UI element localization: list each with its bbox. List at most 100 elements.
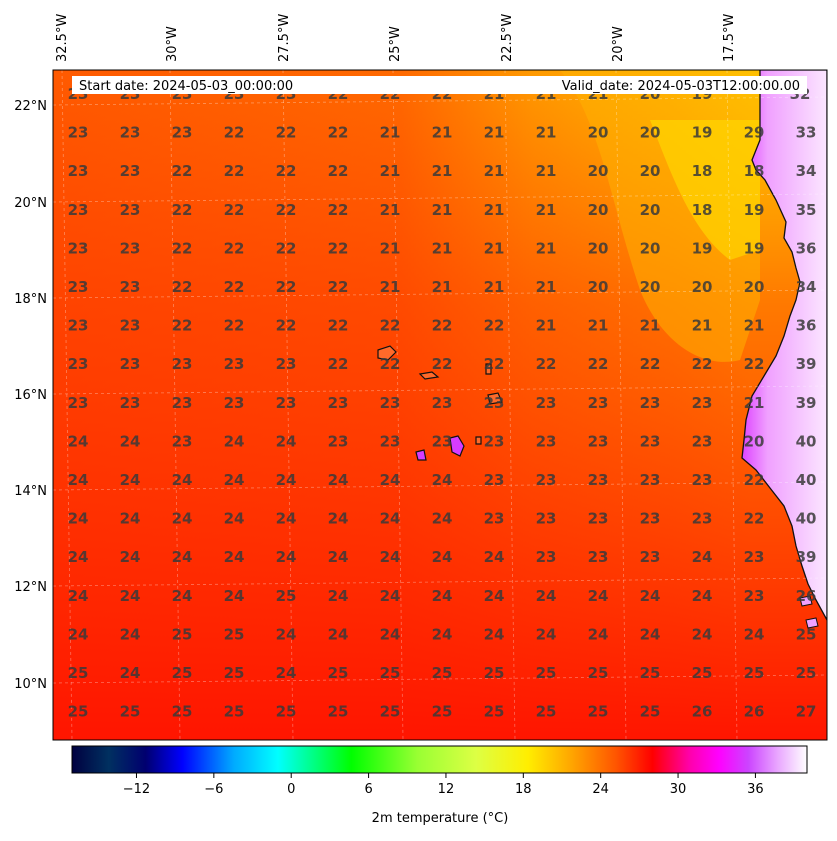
grid-value-label: 24 bbox=[328, 625, 349, 643]
grid-value-label: 21 bbox=[484, 201, 505, 219]
latitude-label: 12°N bbox=[14, 580, 47, 595]
grid-value-label: 24 bbox=[432, 548, 453, 566]
grid-value-label: 22 bbox=[380, 317, 401, 335]
grid-value-label: 24 bbox=[432, 587, 453, 605]
grid-value-label: 22 bbox=[432, 317, 453, 335]
grid-value-label: 21 bbox=[380, 201, 401, 219]
grid-value-label: 21 bbox=[432, 162, 453, 180]
grid-value-label: 20 bbox=[640, 201, 661, 219]
graticule-meridian bbox=[615, 70, 627, 740]
grid-value-label: 19 bbox=[692, 239, 713, 257]
grid-value-label: 20 bbox=[744, 432, 765, 450]
header-box bbox=[72, 76, 807, 94]
island-santo-antao bbox=[377, 345, 397, 361]
grid-value-label: 24 bbox=[172, 471, 193, 489]
latitude-labels: 22°N 20°N 18°N 16°N 14°N 12°N 10°N bbox=[14, 99, 47, 692]
longitude-label: 20°W bbox=[611, 26, 626, 62]
grid-value-label: 33 bbox=[796, 124, 817, 142]
grid-value-label: 24 bbox=[68, 471, 89, 489]
grid-value-label: 25 bbox=[588, 664, 609, 682]
colorbar-tick-label: 18 bbox=[515, 782, 532, 797]
grid-value-label: 25 bbox=[536, 664, 557, 682]
island-boa-vista bbox=[487, 392, 503, 405]
grid-value-label: 26 bbox=[744, 703, 765, 721]
coldest-zone bbox=[650, 120, 760, 260]
colorbar-tick-label: 0 bbox=[287, 782, 295, 797]
grid-value-label: 25 bbox=[536, 703, 557, 721]
grid-value-label: 23 bbox=[328, 432, 349, 450]
grid-value-label: 24 bbox=[68, 548, 89, 566]
colorbar-tick-label: 36 bbox=[747, 782, 764, 797]
graticule-meridian bbox=[726, 70, 738, 740]
grid-value-label: 22 bbox=[276, 239, 297, 257]
grid-value-label: 24 bbox=[484, 625, 505, 643]
longitude-label: 27.5°W bbox=[277, 14, 292, 62]
grid-value-label: 24 bbox=[172, 587, 193, 605]
grid-value-label: 22 bbox=[172, 317, 193, 335]
grid-value-label: 25 bbox=[692, 664, 713, 682]
grid-value-label: 23 bbox=[536, 510, 557, 528]
grid-value-label: 21 bbox=[536, 162, 557, 180]
grid-value-label: 24 bbox=[276, 471, 297, 489]
grid-value-label: 25 bbox=[380, 664, 401, 682]
grid-value-label: 23 bbox=[120, 317, 141, 335]
grid-value-label: 22 bbox=[744, 510, 765, 528]
grid-value-label: 21 bbox=[744, 394, 765, 412]
island-sao-nicolau bbox=[418, 371, 440, 380]
grid-value-label: 20 bbox=[640, 162, 661, 180]
grid-value-label: 27 bbox=[796, 703, 817, 721]
grid-value-label: 21 bbox=[484, 278, 505, 296]
grid-value-label: 24 bbox=[68, 510, 89, 528]
grid-value-label: 23 bbox=[484, 394, 505, 412]
grid-value-label: 40 bbox=[796, 432, 817, 450]
grid-value-label: 24 bbox=[120, 664, 141, 682]
grid-value-label: 23 bbox=[640, 432, 661, 450]
grid-value-label: 24 bbox=[484, 587, 505, 605]
grid-value-label: 25 bbox=[224, 625, 245, 643]
latitude-label: 16°N bbox=[14, 388, 47, 403]
grid-value-label: 36 bbox=[796, 317, 817, 335]
bijagos-island-1 bbox=[799, 595, 813, 607]
bijagos-island-2 bbox=[805, 617, 819, 629]
grid-value-label: 25 bbox=[796, 625, 817, 643]
longitude-label: 25°W bbox=[388, 26, 403, 62]
grid-value-label: 22 bbox=[640, 355, 661, 373]
grid-value-label: 21 bbox=[484, 124, 505, 142]
grid-value-label: 25 bbox=[276, 703, 297, 721]
grid-value-label: 24 bbox=[276, 548, 297, 566]
grid-value-label: 22 bbox=[224, 239, 245, 257]
colorbar-label: 2m temperature (°C) bbox=[372, 811, 509, 826]
longitude-label: 22.5°W bbox=[500, 14, 515, 62]
grid-value-label: 20 bbox=[744, 278, 765, 296]
colorbar-tick-label: 30 bbox=[670, 782, 687, 797]
grid-value-label: 23 bbox=[432, 432, 453, 450]
grid-value-label: 25 bbox=[432, 703, 453, 721]
grid-value-label: 24 bbox=[640, 587, 661, 605]
grid-value-label: 23 bbox=[276, 394, 297, 412]
grid-value-label: 23 bbox=[120, 201, 141, 219]
grid-value-label: 22 bbox=[432, 355, 453, 373]
grid-value-label: 22 bbox=[484, 355, 505, 373]
grid-value-label: 22 bbox=[380, 355, 401, 373]
grid-value-label: 24 bbox=[120, 587, 141, 605]
colorbar-tick-label: −6 bbox=[204, 782, 223, 797]
colorbar-tick-label: 6 bbox=[364, 782, 372, 797]
grid-value-label: 24 bbox=[640, 625, 661, 643]
grid-value-label: 25 bbox=[796, 664, 817, 682]
grid-value-label: 21 bbox=[588, 317, 609, 335]
grid-value-label: 22 bbox=[328, 201, 349, 219]
grid-value-label: 22 bbox=[172, 239, 193, 257]
grid-value-label: 20 bbox=[588, 201, 609, 219]
grid-value-label: 24 bbox=[328, 548, 349, 566]
grid-value-label: 23 bbox=[120, 124, 141, 142]
grid-value-label: 24 bbox=[432, 625, 453, 643]
grid-value-label: 26 bbox=[692, 703, 713, 721]
grid-value-label: 25 bbox=[172, 664, 193, 682]
grid-value-label: 21 bbox=[536, 239, 557, 257]
latitude-label: 10°N bbox=[14, 677, 47, 692]
longitude-label: 30°W bbox=[165, 26, 180, 62]
grid-value-label: 25 bbox=[224, 664, 245, 682]
grid-value-label: 40 bbox=[796, 510, 817, 528]
grid-value-label: 23 bbox=[120, 355, 141, 373]
